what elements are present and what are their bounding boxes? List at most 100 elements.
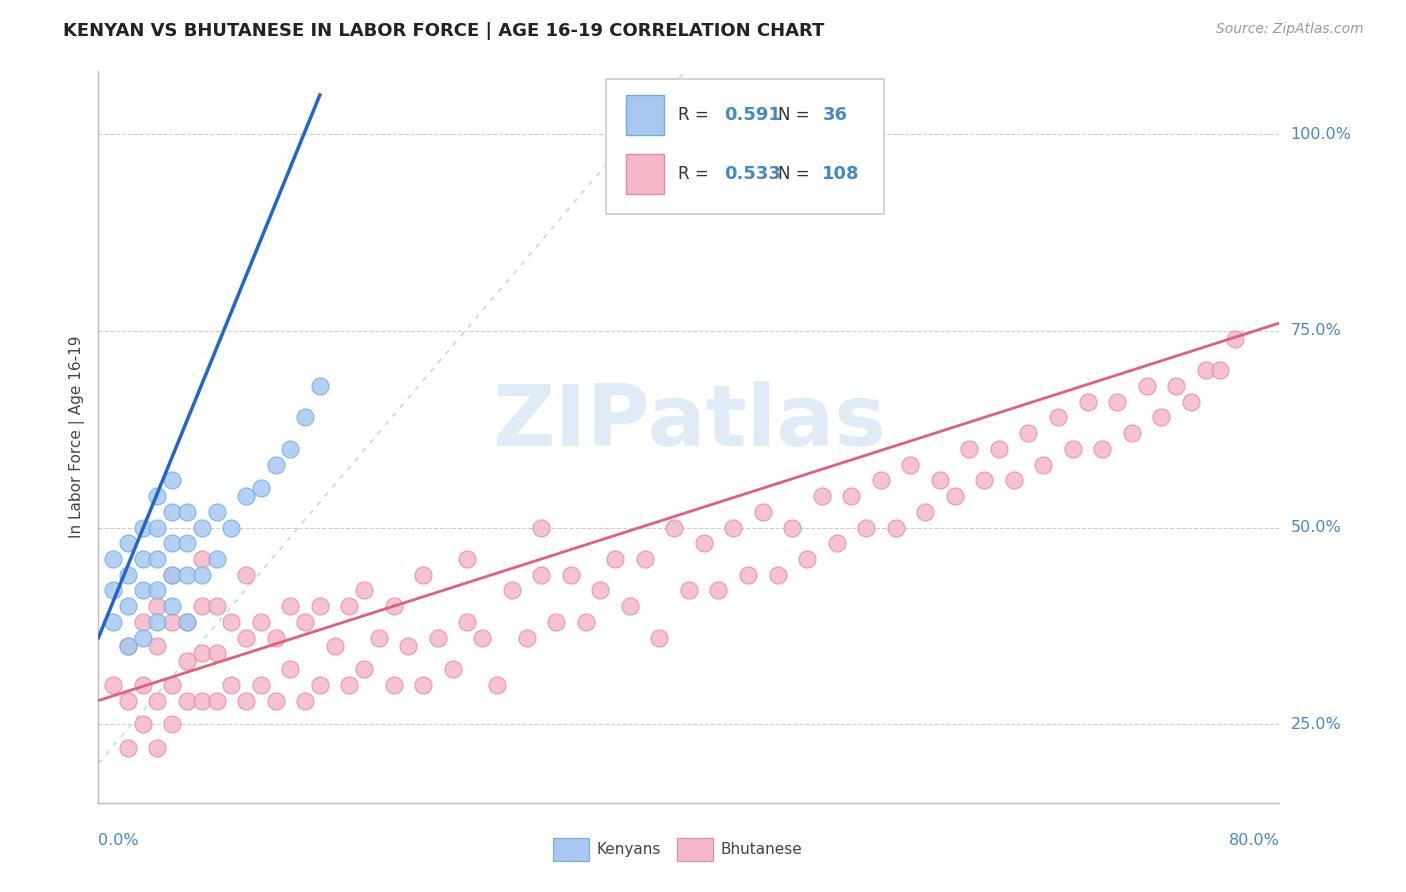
Point bbox=[1091, 442, 1114, 456]
Point bbox=[162, 505, 183, 519]
Point bbox=[176, 654, 198, 668]
Point bbox=[825, 536, 848, 550]
Point bbox=[176, 536, 198, 550]
Point bbox=[929, 473, 952, 487]
Point bbox=[235, 631, 257, 645]
Point bbox=[1150, 410, 1173, 425]
Point bbox=[146, 693, 169, 707]
Point bbox=[855, 520, 877, 534]
Point bbox=[870, 473, 893, 487]
Text: 108: 108 bbox=[823, 165, 860, 183]
Point bbox=[250, 678, 273, 692]
Point bbox=[752, 505, 775, 519]
Text: 75.0%: 75.0% bbox=[1291, 324, 1341, 338]
Text: 0.533: 0.533 bbox=[724, 165, 782, 183]
Point bbox=[678, 583, 700, 598]
Text: R =: R = bbox=[678, 106, 714, 124]
Point bbox=[796, 552, 818, 566]
Point bbox=[530, 520, 553, 534]
Point bbox=[117, 639, 139, 653]
Point bbox=[117, 740, 139, 755]
Point bbox=[1225, 332, 1247, 346]
Point bbox=[103, 552, 125, 566]
Point bbox=[176, 615, 198, 629]
Text: 0.591: 0.591 bbox=[724, 106, 782, 124]
Point bbox=[294, 693, 316, 707]
Point bbox=[205, 599, 228, 614]
Text: 36: 36 bbox=[823, 106, 848, 124]
Point bbox=[264, 458, 287, 472]
Point bbox=[191, 520, 214, 534]
Point bbox=[884, 520, 907, 534]
Point bbox=[205, 646, 228, 660]
Point bbox=[309, 379, 332, 393]
Point bbox=[1046, 410, 1070, 425]
Point bbox=[1077, 394, 1099, 409]
Point bbox=[103, 678, 125, 692]
Point bbox=[132, 583, 155, 598]
Point bbox=[235, 567, 257, 582]
Point bbox=[1062, 442, 1084, 456]
Point bbox=[117, 536, 139, 550]
Point bbox=[1107, 394, 1129, 409]
Point bbox=[146, 639, 169, 653]
Point bbox=[664, 520, 686, 534]
Point bbox=[427, 631, 450, 645]
Point bbox=[1018, 426, 1040, 441]
Text: 0.0%: 0.0% bbox=[98, 833, 139, 848]
Point bbox=[235, 693, 257, 707]
Bar bbox=[626, 95, 664, 136]
Point bbox=[176, 693, 198, 707]
Point bbox=[471, 631, 494, 645]
Text: 100.0%: 100.0% bbox=[1291, 127, 1351, 142]
Point bbox=[486, 678, 509, 692]
Point bbox=[1002, 473, 1025, 487]
Point bbox=[943, 489, 966, 503]
Point bbox=[441, 662, 464, 676]
Point bbox=[146, 599, 169, 614]
Point bbox=[162, 599, 183, 614]
Point bbox=[368, 631, 391, 645]
Point bbox=[1166, 379, 1188, 393]
Text: KENYAN VS BHUTANESE IN LABOR FORCE | AGE 16-19 CORRELATION CHART: KENYAN VS BHUTANESE IN LABOR FORCE | AGE… bbox=[63, 22, 825, 40]
Point bbox=[162, 615, 183, 629]
Point bbox=[103, 615, 125, 629]
Point bbox=[191, 646, 214, 660]
Point bbox=[693, 536, 716, 550]
Point bbox=[280, 662, 302, 676]
Text: ZIPatlas: ZIPatlas bbox=[492, 381, 886, 464]
Point bbox=[959, 442, 981, 456]
Point bbox=[117, 639, 139, 653]
Point bbox=[103, 583, 125, 598]
Point bbox=[575, 615, 598, 629]
Point bbox=[162, 678, 183, 692]
Point bbox=[353, 583, 375, 598]
Text: N =: N = bbox=[778, 106, 814, 124]
Point bbox=[132, 717, 155, 731]
Point bbox=[530, 567, 553, 582]
Point bbox=[810, 489, 832, 503]
Point bbox=[162, 717, 183, 731]
Point bbox=[264, 693, 287, 707]
Bar bbox=[553, 838, 589, 862]
Point bbox=[162, 567, 183, 582]
Point bbox=[412, 678, 434, 692]
Point bbox=[973, 473, 995, 487]
Point bbox=[339, 599, 361, 614]
Point bbox=[900, 458, 922, 472]
Point bbox=[457, 615, 479, 629]
Point bbox=[205, 505, 228, 519]
Point bbox=[737, 567, 759, 582]
Point bbox=[117, 567, 139, 582]
Point bbox=[191, 552, 214, 566]
Point bbox=[1195, 363, 1218, 377]
Point bbox=[132, 631, 155, 645]
Point bbox=[162, 473, 183, 487]
Point bbox=[546, 615, 568, 629]
Point bbox=[132, 552, 155, 566]
Point bbox=[605, 552, 627, 566]
Point bbox=[117, 693, 139, 707]
Text: R =: R = bbox=[678, 165, 714, 183]
Point bbox=[146, 615, 169, 629]
Point bbox=[162, 536, 183, 550]
